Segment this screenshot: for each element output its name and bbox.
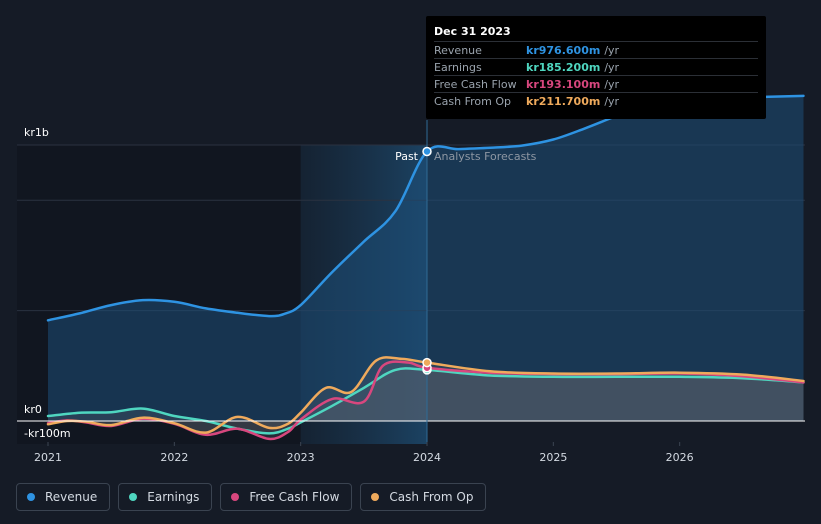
tooltip-date: Dec 31 2023	[434, 25, 511, 38]
tooltip-label: Cash From Op	[434, 95, 512, 108]
tooltip-row-revenue: Revenue kr976.600m/yr	[434, 41, 758, 59]
forecast-label: Analysts Forecasts	[434, 150, 537, 163]
y-axis-bottom-label: -kr100m	[24, 427, 71, 440]
x-tick-label: 2026	[666, 451, 694, 464]
x-tick-label: 2024	[413, 451, 441, 464]
tooltip-value: kr185.200m/yr	[526, 61, 620, 74]
earnings-area	[48, 368, 804, 434]
x-axis-ticks: 2021 2022 2023 2024 2025 2026	[34, 442, 694, 464]
legend-item-free-cash-flow[interactable]: Free Cash Flow	[220, 483, 353, 511]
legend-label: Earnings	[147, 490, 200, 504]
legend-item-revenue[interactable]: Revenue	[16, 483, 111, 511]
cash-from-op-marker	[422, 357, 432, 368]
legend-item-earnings[interactable]: Earnings	[118, 483, 213, 511]
tooltip-label: Revenue	[434, 44, 482, 57]
tooltip-row-earnings: Earnings kr185.200m/yr	[434, 58, 758, 76]
revenue-area	[48, 95, 804, 422]
y-axis-top-label: kr1b	[24, 126, 49, 139]
free-cash-flow-dot-icon	[231, 493, 240, 501]
highlight-markers	[422, 146, 432, 375]
legend-label: Revenue	[45, 490, 98, 504]
tooltip-value: kr976.600m/yr	[526, 44, 620, 57]
data-tooltip: Dec 31 2023 Revenue kr976.600m/yr Earnin…	[426, 16, 766, 119]
legend-label: Cash From Op	[389, 490, 474, 504]
free-cash-flow-area	[48, 361, 804, 439]
tooltip-label: Free Cash Flow	[434, 78, 517, 91]
x-tick-label: 2021	[34, 451, 62, 464]
y-axis-zero-label: kr0	[24, 403, 42, 416]
chart-legend: Revenue Earnings Free Cash Flow Cash Fro…	[16, 483, 487, 513]
tooltip-row-free-cash-flow: Free Cash Flow kr193.100m/yr	[434, 75, 758, 93]
cash-from-op-dot-icon	[371, 493, 380, 501]
x-tick-label: 2023	[287, 451, 315, 464]
legend-item-cash-from-op[interactable]: Cash From Op	[360, 483, 487, 511]
x-tick-label: 2022	[160, 451, 188, 464]
legend-label: Free Cash Flow	[249, 490, 340, 504]
past-label: Past	[395, 150, 419, 163]
earnings-dot-icon	[129, 493, 138, 501]
x-tick-label: 2025	[539, 451, 567, 464]
revenue-dot-icon	[27, 493, 35, 501]
earnings-line	[46, 367, 805, 435]
tooltip-label: Earnings	[434, 61, 482, 74]
tooltip-value: kr193.100m/yr	[526, 78, 620, 91]
revenue-marker	[422, 146, 432, 157]
tooltip-value: kr211.700m/yr	[526, 95, 620, 108]
tooltip-row-cash-from-op: Cash From Op kr211.700m/yr	[434, 92, 758, 110]
